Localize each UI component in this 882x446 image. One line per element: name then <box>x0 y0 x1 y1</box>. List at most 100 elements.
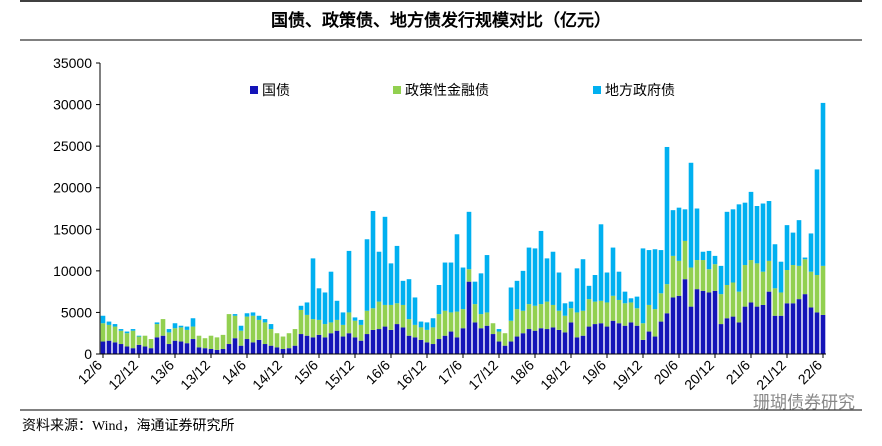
bar-segment <box>364 334 370 354</box>
bar-segment <box>520 333 526 354</box>
bar-segment <box>544 329 550 354</box>
bar-segment <box>172 328 178 341</box>
bar-segment <box>730 316 736 354</box>
bar-segment <box>178 327 184 342</box>
bar-segment <box>556 310 562 330</box>
x-tick-label: 12/12 <box>105 357 141 393</box>
bar-segment <box>298 309 304 335</box>
bar-segment <box>466 281 472 354</box>
bar-segment <box>688 162 694 268</box>
bar-segment <box>328 271 334 323</box>
bar-segment <box>292 329 298 346</box>
bar-segment <box>784 270 790 304</box>
x-tick-label: 19/6 <box>579 357 610 388</box>
bar-segment <box>190 326 196 340</box>
bar-segment <box>136 344 142 354</box>
bar-segment <box>532 330 538 354</box>
bar-segment <box>112 326 118 343</box>
bar-segment <box>616 271 622 300</box>
bar-segment <box>790 265 796 304</box>
bar-segment <box>238 345 244 354</box>
y-tick-label: 35000 <box>53 55 92 71</box>
bar-segment <box>502 345 508 354</box>
bar-segment <box>148 348 154 354</box>
x-tick-label: 15/6 <box>291 357 322 388</box>
bar-segment <box>346 312 352 334</box>
x-tick-label: 12/6 <box>75 357 106 388</box>
bar-segment <box>262 319 268 323</box>
bar-segment <box>232 338 238 354</box>
bar-segment <box>190 339 196 354</box>
bar-segment <box>712 290 718 354</box>
bar-segment <box>484 312 490 326</box>
bar-segment <box>304 335 310 354</box>
bar-segment <box>430 344 436 354</box>
bar-segment <box>418 339 424 354</box>
bar-segment <box>538 230 544 305</box>
bar-segment <box>184 329 190 344</box>
bar-segment <box>658 293 664 322</box>
legend-swatch <box>393 86 401 94</box>
bar-segment <box>616 323 622 354</box>
bar-segment <box>778 292 784 316</box>
bar-segment <box>388 329 394 354</box>
bar-segment <box>460 309 466 329</box>
bar-segment <box>652 249 658 310</box>
legend-label: 地方政府债 <box>605 83 675 99</box>
bar-segment <box>262 344 268 354</box>
bar-segment <box>484 255 490 313</box>
bar-segment <box>466 269 472 282</box>
bar-segment <box>760 304 766 354</box>
bar-segment <box>628 322 634 354</box>
bar-segment <box>796 220 802 266</box>
bar-segment <box>694 289 700 354</box>
bar-segment <box>346 250 352 313</box>
bar-segment <box>520 270 526 311</box>
bar-segment <box>226 314 232 345</box>
bar-segment <box>376 329 382 354</box>
bar-segment <box>250 312 256 316</box>
bar-segment <box>646 304 652 332</box>
bar-segment <box>814 275 820 313</box>
x-tick-label: 21/6 <box>723 357 754 388</box>
bar-segment <box>166 344 172 354</box>
bar-segment <box>328 333 334 354</box>
bar-segment <box>406 319 412 336</box>
bar-segment <box>490 334 496 354</box>
bar-segment <box>310 258 316 320</box>
x-tick-label: 14/12 <box>249 357 285 393</box>
bar-segment <box>712 264 718 291</box>
bar-segment <box>418 321 424 328</box>
bar-segment <box>208 335 214 350</box>
bar-segment <box>670 255 676 298</box>
x-tick-label: 14/6 <box>219 357 250 388</box>
legend-label: 国债 <box>262 83 290 99</box>
bar-segment <box>304 314 310 336</box>
bar-segment <box>286 348 292 354</box>
bar-segment <box>322 337 328 354</box>
bar-segment <box>562 303 568 316</box>
bar-segment <box>394 303 400 325</box>
bar-segment <box>754 306 760 354</box>
bar-segment <box>532 305 538 331</box>
bar-segment <box>766 291 772 354</box>
bar-segment <box>280 336 286 350</box>
legend-swatch <box>250 86 258 94</box>
bar-segment <box>724 211 730 285</box>
bar-segment <box>364 310 370 335</box>
bar-segment <box>820 265 826 315</box>
bar-segment <box>808 271 814 308</box>
bar-segment <box>814 169 820 276</box>
bar-segment <box>370 308 376 330</box>
bar-segment <box>244 313 250 317</box>
bar-segment <box>598 323 604 354</box>
bar-segment <box>436 339 442 354</box>
bar-segment <box>478 273 484 315</box>
bar-segment <box>424 342 430 354</box>
bar-segment <box>460 328 466 354</box>
bar-segment <box>544 301 550 330</box>
bar-segment <box>802 294 808 354</box>
bar-segment <box>514 280 520 310</box>
bar-segment <box>682 240 688 280</box>
bar-segment <box>364 239 370 311</box>
